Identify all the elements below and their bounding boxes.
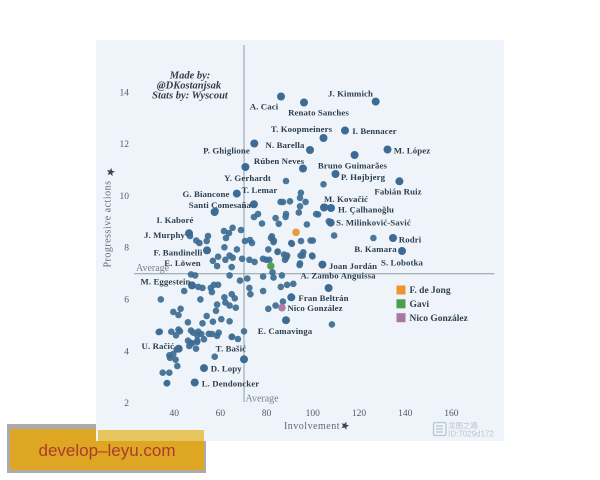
svg-text:160: 160 xyxy=(444,409,459,419)
svg-text:4: 4 xyxy=(124,347,129,357)
svg-text:Joan Jordán: Joan Jordán xyxy=(329,261,377,271)
svg-text:S. Milinković-Savić: S. Milinković-Savić xyxy=(336,218,411,228)
svg-text:Fran Beltrán: Fran Beltrán xyxy=(298,293,348,303)
svg-text:I. Kaboré: I. Kaboré xyxy=(156,215,193,225)
svg-text:6: 6 xyxy=(124,296,129,306)
svg-text:develop–leyu.com: develop–leyu.com xyxy=(38,441,175,460)
svg-text:Average: Average xyxy=(136,263,170,274)
svg-text:8: 8 xyxy=(124,244,129,254)
svg-text:Nico González: Nico González xyxy=(410,314,469,324)
svg-text:M. Kovačić: M. Kovačić xyxy=(324,194,368,204)
svg-text:12: 12 xyxy=(120,140,130,150)
svg-text:Renato Sanches: Renato Sanches xyxy=(288,108,349,118)
svg-text:H. Çalhanoğlu: H. Çalhanoğlu xyxy=(338,205,394,215)
svg-text:N. Barella: N. Barella xyxy=(266,140,305,150)
svg-text:T. Bašić: T. Bašić xyxy=(216,343,246,353)
svg-text:14: 14 xyxy=(120,88,130,98)
svg-text:Average: Average xyxy=(246,394,280,405)
svg-text:Santi Comesaña: Santi Comesaña xyxy=(189,200,252,210)
svg-text:D. Lopy: D. Lopy xyxy=(211,364,243,374)
svg-text:J. Kimmich: J. Kimmich xyxy=(328,89,373,99)
svg-text:T. Lemar: T. Lemar xyxy=(242,185,278,195)
svg-text:F. Bandinelli: F. Bandinelli xyxy=(154,248,203,258)
svg-text:Nico González: Nico González xyxy=(287,303,342,313)
svg-text:Rodri: Rodri xyxy=(399,235,422,245)
svg-text:Rúben Neves: Rúben Neves xyxy=(254,156,305,166)
svg-text:E. Löwen: E. Löwen xyxy=(164,258,200,268)
svg-text:ID:7029d172: ID:7029d172 xyxy=(448,430,494,439)
svg-text:40: 40 xyxy=(169,409,179,419)
svg-text:Made by:: Made by: xyxy=(169,70,211,81)
svg-text:T. Koopmeiners: T. Koopmeiners xyxy=(271,124,333,134)
svg-text:B. Kamara: B. Kamara xyxy=(354,244,397,254)
svg-text:龙图之路: 龙图之路 xyxy=(448,420,478,430)
svg-text:S. Lobotka: S. Lobotka xyxy=(381,258,424,268)
svg-text:G. Biancone: G. Biancone xyxy=(182,189,229,199)
svg-text:A. Zambo Anguissa: A. Zambo Anguissa xyxy=(300,271,376,281)
svg-text:Involvement: Involvement xyxy=(284,421,340,432)
svg-text:Gavi: Gavi xyxy=(410,300,430,310)
svg-text:F. de Jong: F. de Jong xyxy=(410,286,451,296)
svg-text:Y. Gerhardt: Y. Gerhardt xyxy=(224,173,271,183)
svg-text:10: 10 xyxy=(120,192,130,202)
svg-text:I. Bennacer: I. Bennacer xyxy=(352,126,397,136)
svg-text:U. Račić: U. Račić xyxy=(142,341,175,351)
svg-text:P. Ghiglione: P. Ghiglione xyxy=(203,146,250,156)
svg-text:L. Dendoncker: L. Dendoncker xyxy=(202,379,260,389)
svg-text:100: 100 xyxy=(306,409,321,419)
svg-text:P. Højbjerg: P. Højbjerg xyxy=(341,172,386,182)
svg-text:80: 80 xyxy=(262,409,272,419)
svg-text:120: 120 xyxy=(352,409,367,419)
svg-text:2: 2 xyxy=(124,399,129,409)
svg-text:Progressive actions: Progressive actions xyxy=(103,181,114,268)
svg-text:140: 140 xyxy=(398,409,413,419)
svg-text:Fabián Ruiz: Fabián Ruiz xyxy=(374,187,421,197)
svg-text:M. Eggestein: M. Eggestein xyxy=(140,277,190,287)
svg-text:J. Murphy: J. Murphy xyxy=(144,230,185,240)
svg-text:E. Camavinga: E. Camavinga xyxy=(258,326,313,336)
svg-text:Bruno Guimarães: Bruno Guimarães xyxy=(318,161,388,171)
svg-text:M. López: M. López xyxy=(394,146,430,156)
svg-text:60: 60 xyxy=(216,409,226,419)
svg-text:A. Caci: A. Caci xyxy=(250,102,279,112)
svg-text:@DKostanjsak: @DKostanjsak xyxy=(157,81,222,92)
svg-text:Stats by: Wyscout: Stats by: Wyscout xyxy=(152,90,229,101)
